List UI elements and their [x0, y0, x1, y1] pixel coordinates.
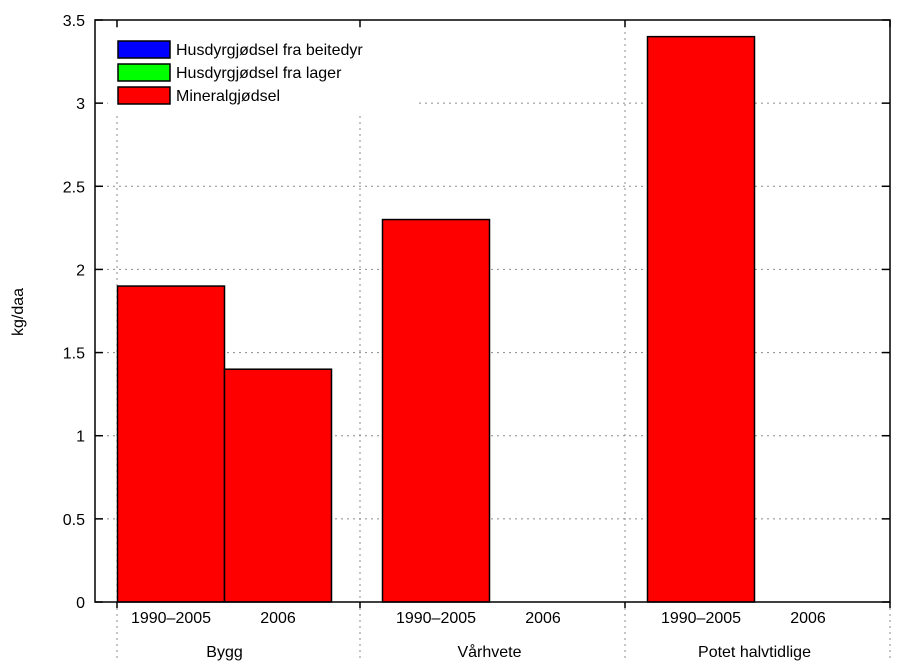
x-tick-label-period: 1990–2005: [396, 610, 476, 627]
bar-1-1-series-3: [116, 285, 226, 603]
y-tick-label: 0: [76, 595, 85, 612]
legend-label-1: Husdyrgjødsel fra beitedyr: [176, 42, 363, 59]
x-group-label: Vårhvete: [457, 643, 521, 661]
bar-1-2-series-3: [223, 368, 333, 603]
legend-label-3: Mineralgjødsel: [176, 88, 280, 105]
x-group-label: Potet halvtidlige: [698, 644, 811, 661]
x-tick-label-period: 2006: [790, 610, 826, 627]
y-tick-label: 3.5: [63, 13, 85, 30]
y-tick-label: 2.5: [63, 179, 85, 196]
y-axis-title: kg/daa: [10, 288, 27, 336]
y-tick-label: 3: [76, 96, 85, 113]
legend-label-2: Husdyrgjødsel fra lager: [176, 65, 342, 82]
x-tick-label-period: 2006: [525, 610, 561, 627]
legend-swatch-3: [117, 86, 171, 105]
legend-swatch-2: [117, 63, 171, 82]
x-tick-label-period: 1990–2005: [661, 610, 741, 627]
plot-frame: [94, 19, 891, 603]
plot-border: [94, 19, 891, 603]
bar-3-1-series-3: [646, 35, 756, 603]
x-tick-label-period: 1990–2005: [131, 610, 211, 627]
x-tick-label-period: 2006: [260, 610, 296, 627]
bar-2-1-series-3: [381, 218, 491, 603]
y-axis: 0 0.5 1 1.5 2 2.5 3 3.5: [63, 13, 890, 612]
legend-swatch-1: [117, 40, 171, 59]
legend: Husdyrgjødsel fra beitedyr Husdyrgjødsel …: [108, 31, 418, 113]
x-group-label: Bygg: [206, 644, 242, 661]
bars: [116, 35, 756, 603]
y-tick-label: 0.5: [63, 512, 85, 529]
y-tick-label: 2: [76, 262, 85, 279]
y-tick-label: 1: [76, 429, 85, 446]
y-tick-label: 1.5: [63, 346, 85, 363]
